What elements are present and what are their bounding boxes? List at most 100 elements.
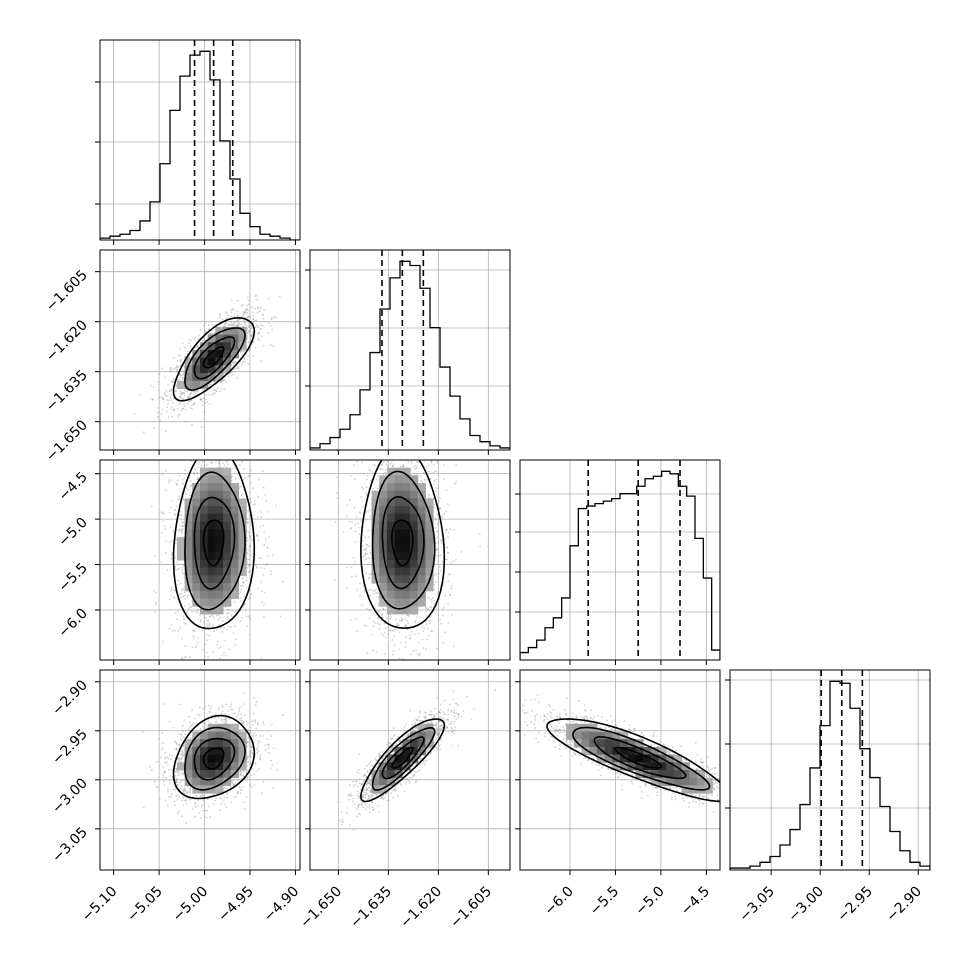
sample-point — [202, 324, 205, 327]
sample-point — [175, 370, 178, 373]
sample-point — [417, 632, 420, 635]
sample-point — [366, 474, 369, 477]
sample-point — [189, 656, 191, 659]
sample-point — [428, 494, 430, 496]
sample-point — [209, 438, 211, 440]
histogram-bars — [100, 50, 300, 240]
density-cell — [207, 590, 216, 599]
sample-point — [249, 482, 252, 484]
sample-point — [197, 463, 200, 466]
sample-point — [191, 404, 194, 407]
sample-point — [236, 324, 239, 326]
sample-point — [247, 549, 249, 551]
sample-point — [246, 308, 249, 311]
sample-point — [191, 407, 193, 410]
sample-point — [392, 629, 395, 632]
sample-point — [372, 620, 375, 623]
sample-point — [207, 393, 210, 396]
sample-point — [428, 496, 431, 498]
sample-point — [406, 614, 409, 616]
sample-point — [169, 541, 171, 544]
sample-point — [184, 355, 187, 358]
sample-point — [195, 391, 197, 393]
sample-point — [401, 446, 403, 448]
sample-point — [453, 482, 456, 485]
histogram-bars — [310, 260, 510, 450]
sample-point — [175, 569, 178, 571]
sample-point — [386, 460, 389, 463]
sample-point — [219, 390, 221, 393]
sample-point — [240, 494, 243, 497]
sample-point — [247, 322, 250, 324]
sample-point — [153, 427, 156, 430]
density-cell — [215, 544, 224, 553]
sample-point — [191, 423, 193, 426]
sample-point — [182, 615, 185, 618]
sample-point — [363, 588, 366, 590]
sample-point — [261, 590, 263, 593]
sample-point — [183, 392, 185, 394]
density-cell — [223, 475, 232, 484]
sample-point — [187, 350, 190, 353]
sample-point — [203, 411, 205, 413]
density-cell — [207, 342, 216, 351]
sample-point — [190, 399, 192, 402]
sample-point — [248, 570, 251, 573]
density-cell — [184, 357, 193, 366]
sample-point — [234, 324, 237, 326]
sample-point — [254, 564, 257, 567]
density-cell — [223, 506, 232, 515]
sample-point — [250, 325, 253, 327]
density-cell — [238, 334, 247, 343]
sample-point — [233, 601, 236, 604]
sample-point — [170, 369, 173, 372]
sample-point — [149, 384, 152, 387]
sample-point — [270, 318, 273, 321]
sample-point — [243, 603, 246, 606]
sample-point — [418, 654, 421, 657]
sample-point — [249, 469, 252, 472]
sample-point — [237, 319, 240, 321]
sample-point — [187, 603, 190, 606]
sample-point — [415, 649, 417, 652]
density-cell — [207, 498, 216, 507]
sample-point — [241, 325, 244, 327]
sample-point — [246, 331, 249, 334]
sample-point — [206, 401, 209, 403]
sample-point — [182, 377, 185, 379]
sample-point — [181, 566, 184, 569]
sample-point — [354, 561, 356, 563]
sample-point — [171, 551, 174, 554]
sample-point — [253, 503, 256, 506]
sample-point — [252, 487, 254, 489]
sample-point — [223, 652, 225, 654]
sample-point — [202, 340, 205, 343]
sample-point — [167, 399, 170, 402]
density-cell — [230, 521, 239, 530]
sample-point — [171, 586, 173, 589]
sample-point — [218, 465, 221, 468]
sample-point — [414, 441, 416, 443]
sample-point — [231, 323, 234, 326]
sample-point — [248, 330, 251, 332]
density-cell — [192, 567, 201, 576]
y-tick-label: −1.605 — [43, 267, 91, 315]
sample-point — [208, 634, 210, 637]
sample-point — [440, 622, 442, 625]
sample-point — [414, 458, 416, 460]
density-cell — [192, 575, 201, 584]
sample-point — [206, 623, 208, 626]
sample-point — [372, 649, 375, 652]
sample-point — [196, 641, 199, 644]
sample-point — [372, 487, 374, 490]
sample-point — [194, 346, 197, 349]
sample-point — [181, 521, 184, 524]
sample-point — [170, 399, 172, 402]
sample-point — [178, 373, 181, 376]
sample-point — [246, 539, 249, 542]
sample-point — [253, 503, 256, 506]
sample-point — [445, 558, 447, 561]
sample-point — [247, 326, 250, 328]
sample-point — [188, 342, 190, 345]
sample-point — [233, 362, 235, 365]
